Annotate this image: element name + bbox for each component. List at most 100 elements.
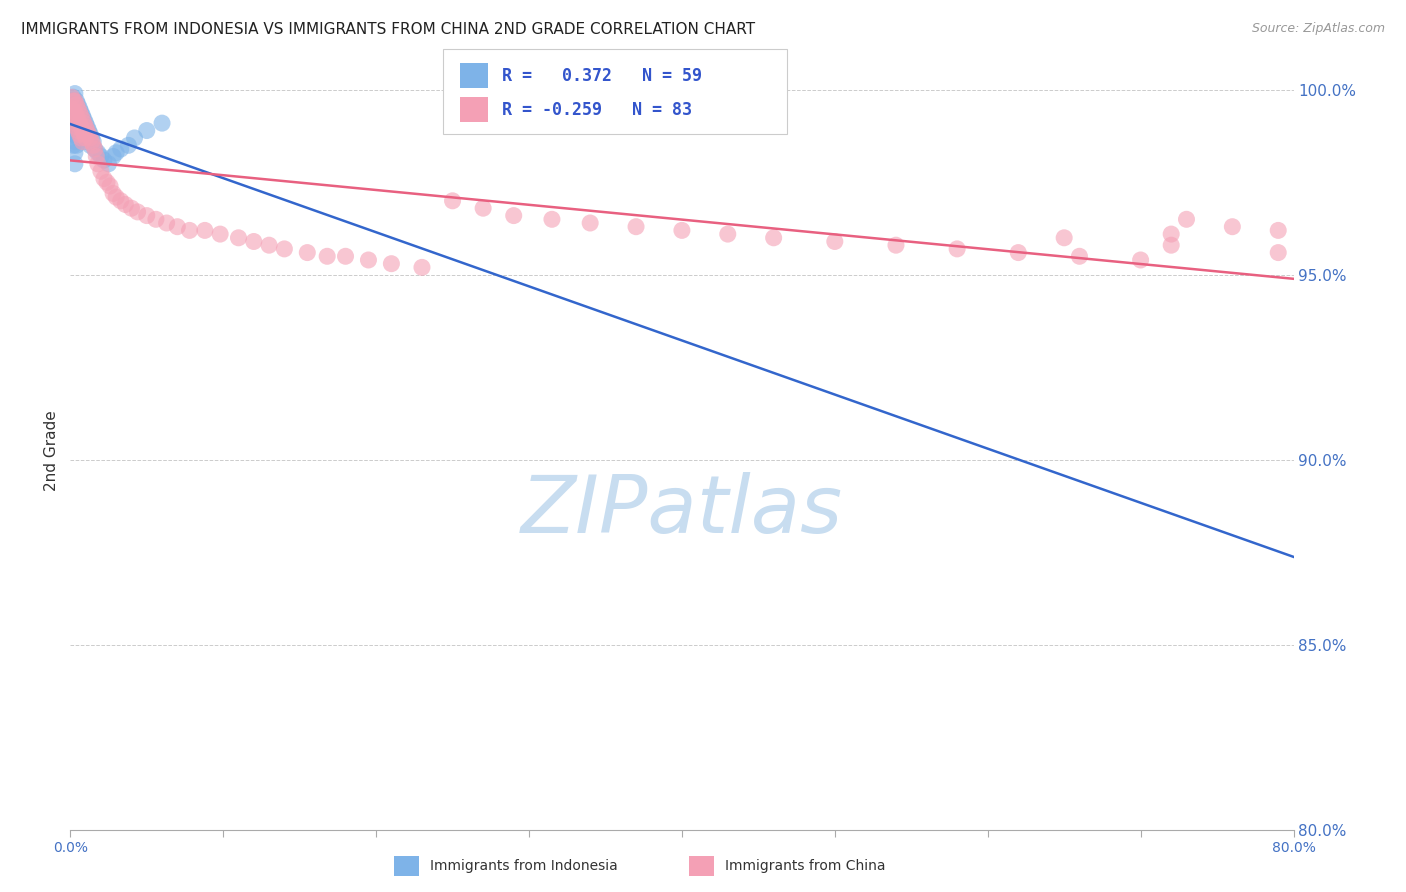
- Point: [63, 116, 86, 130]
- Point: [72, 120, 94, 134]
- Point: [60, 94, 83, 108]
- Point: [75, 116, 97, 130]
- Point: [69, 123, 91, 137]
- Point: [65, 109, 87, 123]
- Point: [72, 109, 94, 123]
- Point: [1053, 231, 1076, 245]
- Point: [1267, 245, 1289, 260]
- Point: [273, 242, 295, 256]
- Point: [66, 112, 89, 127]
- Point: [63, 157, 86, 171]
- Point: [135, 123, 157, 137]
- Point: [209, 227, 232, 241]
- Point: [96, 175, 118, 189]
- Point: [1175, 212, 1198, 227]
- Point: [80, 135, 103, 149]
- Point: [243, 235, 266, 249]
- Text: Immigrants from Indonesia: Immigrants from Indonesia: [430, 859, 619, 873]
- Point: [73, 123, 96, 137]
- Point: [60, 101, 83, 115]
- Point: [411, 260, 433, 275]
- Point: [1069, 249, 1091, 263]
- Point: [60, 90, 83, 104]
- Point: [297, 245, 319, 260]
- Point: [541, 212, 564, 227]
- Point: [63, 127, 86, 141]
- Point: [62, 97, 84, 112]
- Point: [1160, 227, 1182, 241]
- Point: [65, 127, 87, 141]
- Point: [1220, 219, 1243, 234]
- Point: [316, 249, 339, 263]
- Point: [82, 135, 104, 149]
- Point: [73, 127, 96, 141]
- Point: [72, 131, 94, 145]
- Point: [124, 131, 146, 145]
- Point: [579, 216, 602, 230]
- Point: [84, 149, 107, 163]
- Point: [946, 242, 969, 256]
- Point: [60, 105, 83, 120]
- Point: [66, 97, 89, 112]
- Point: [69, 112, 91, 127]
- Point: [63, 105, 86, 120]
- Point: [179, 223, 201, 237]
- Point: [63, 87, 86, 101]
- Point: [357, 252, 380, 267]
- Point: [63, 105, 86, 120]
- Point: [472, 201, 495, 215]
- Point: [1129, 252, 1152, 267]
- Text: IMMIGRANTS FROM INDONESIA VS IMMIGRANTS FROM CHINA 2ND GRADE CORRELATION CHART: IMMIGRANTS FROM INDONESIA VS IMMIGRANTS …: [21, 22, 755, 37]
- Point: [76, 123, 98, 137]
- Point: [257, 238, 280, 252]
- Point: [63, 94, 86, 108]
- Point: [62, 138, 84, 153]
- Point: [117, 138, 139, 153]
- Point: [101, 149, 124, 163]
- Point: [121, 201, 143, 215]
- Point: [194, 223, 217, 237]
- Point: [717, 227, 740, 241]
- Point: [62, 94, 84, 108]
- Point: [762, 231, 785, 245]
- Point: [90, 164, 112, 178]
- Point: [66, 131, 89, 145]
- Point: [110, 142, 132, 156]
- Point: [63, 97, 86, 112]
- Point: [76, 120, 98, 134]
- Point: [65, 116, 87, 130]
- Point: [114, 197, 136, 211]
- Point: [79, 127, 101, 141]
- Point: [63, 145, 86, 160]
- Point: [624, 219, 647, 234]
- Point: [1007, 245, 1029, 260]
- Point: [62, 120, 84, 134]
- Point: [62, 90, 84, 104]
- Point: [884, 238, 907, 252]
- Point: [69, 116, 91, 130]
- Point: [79, 131, 101, 145]
- Point: [70, 120, 93, 134]
- Point: [73, 116, 96, 130]
- Point: [110, 194, 132, 208]
- Text: ZIPatlas: ZIPatlas: [520, 472, 844, 550]
- Point: [75, 120, 97, 134]
- Point: [75, 127, 97, 141]
- Point: [65, 138, 87, 153]
- Point: [441, 194, 464, 208]
- Point: [70, 131, 93, 145]
- Point: [87, 145, 110, 160]
- Point: [83, 142, 105, 156]
- Point: [77, 127, 100, 141]
- Point: [76, 131, 98, 145]
- Point: [62, 127, 84, 141]
- Point: [1160, 238, 1182, 252]
- Point: [79, 138, 101, 153]
- Point: [63, 135, 86, 149]
- Point: [135, 209, 157, 223]
- Point: [65, 120, 87, 134]
- Point: [60, 116, 83, 130]
- Point: [82, 138, 104, 153]
- Point: [62, 105, 84, 120]
- Point: [228, 231, 250, 245]
